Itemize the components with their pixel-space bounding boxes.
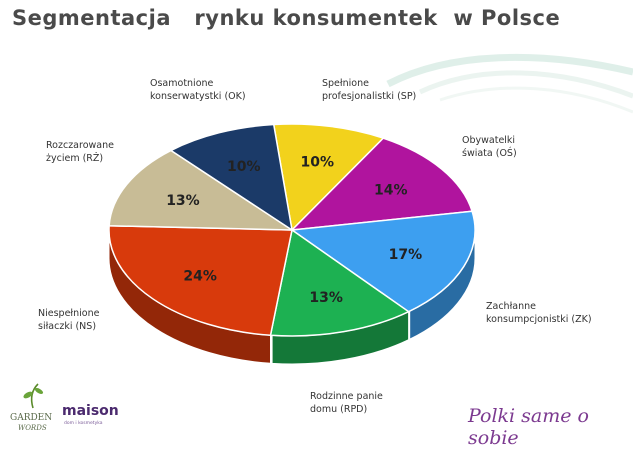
decorative-swoosh bbox=[386, 53, 633, 114]
slice-category-label: Rodzinne panie bbox=[310, 391, 383, 402]
slice-category-label: Obywatelki bbox=[462, 135, 515, 146]
pie-chart: 10% 14% 17% 13% 24% 13% 10% Spełnione profesjon… bbox=[38, 78, 592, 415]
garden-logo-text-2: WORDS bbox=[18, 424, 47, 432]
slice-category-label: siłaczki (NS) bbox=[38, 321, 96, 332]
pie-slice bbox=[108, 225, 293, 337]
slice-percent-label: 10% bbox=[227, 159, 261, 175]
slice-category-label: Spełnione bbox=[322, 78, 369, 89]
pie-slice bbox=[291, 210, 476, 313]
slice-category-label: Rozczarowane bbox=[46, 140, 114, 151]
pie-slice bbox=[170, 123, 293, 231]
pie-slice bbox=[272, 123, 385, 231]
slice-category-label: świata (OŚ) bbox=[462, 147, 517, 159]
slice-percent-label: 13% bbox=[309, 290, 343, 306]
slogan-text: Polki same o sobie bbox=[468, 405, 589, 449]
slice-percent-label: 10% bbox=[301, 155, 335, 171]
maison-logo-subtitle: dom i kosmetyka bbox=[64, 421, 103, 426]
pie-slice bbox=[291, 137, 473, 231]
slice-percent-label: 14% bbox=[374, 183, 408, 199]
slice-percent-label: 13% bbox=[166, 193, 200, 209]
slice-category-label: konserwatystki (OK) bbox=[150, 91, 246, 102]
slice-category-label: Zachłanne bbox=[486, 301, 536, 312]
garden-words-logo: GARDEN WORDS bbox=[10, 383, 52, 432]
slice-category-label: Niespełnione bbox=[38, 308, 100, 319]
garden-logo-text-1: GARDEN bbox=[10, 413, 52, 423]
pie-slice bbox=[108, 149, 293, 231]
slice-percent-label: 24% bbox=[183, 268, 217, 284]
slice-category-label: życiem (RŻ) bbox=[46, 153, 103, 164]
chart-title: Segmentacja rynku konsumentek w Polsce bbox=[12, 6, 561, 30]
slice-percent-label: 17% bbox=[389, 247, 423, 263]
pie-slice bbox=[269, 229, 410, 337]
slice-category-label: konsumpcjonistki (ZK) bbox=[486, 314, 592, 325]
slice-category-label: Osamotnione bbox=[150, 78, 214, 89]
slice-category-label: profesjonalistki (SP) bbox=[322, 91, 416, 102]
slice-category-label: domu (RPD) bbox=[310, 404, 367, 415]
maison-logo: maison bbox=[62, 403, 119, 419]
